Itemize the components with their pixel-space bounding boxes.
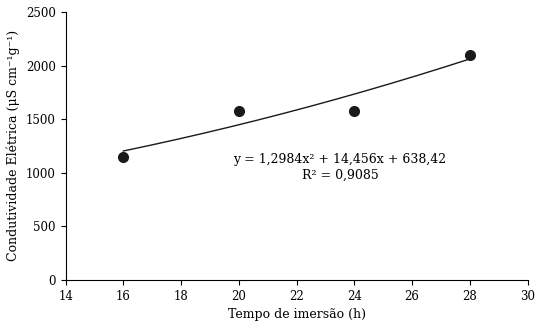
Y-axis label: Condutividade Elétrica (μS cm⁻¹g⁻¹): Condutividade Elétrica (μS cm⁻¹g⁻¹) bbox=[7, 30, 21, 261]
Point bbox=[235, 108, 243, 113]
Point bbox=[119, 154, 128, 159]
Text: y = 1,2984x² + 14,456x + 638,42
R² = 0,9085: y = 1,2984x² + 14,456x + 638,42 R² = 0,9… bbox=[233, 153, 447, 181]
Point bbox=[350, 108, 359, 113]
Point bbox=[466, 52, 474, 57]
X-axis label: Tempo de imersão (h): Tempo de imersão (h) bbox=[228, 308, 365, 321]
